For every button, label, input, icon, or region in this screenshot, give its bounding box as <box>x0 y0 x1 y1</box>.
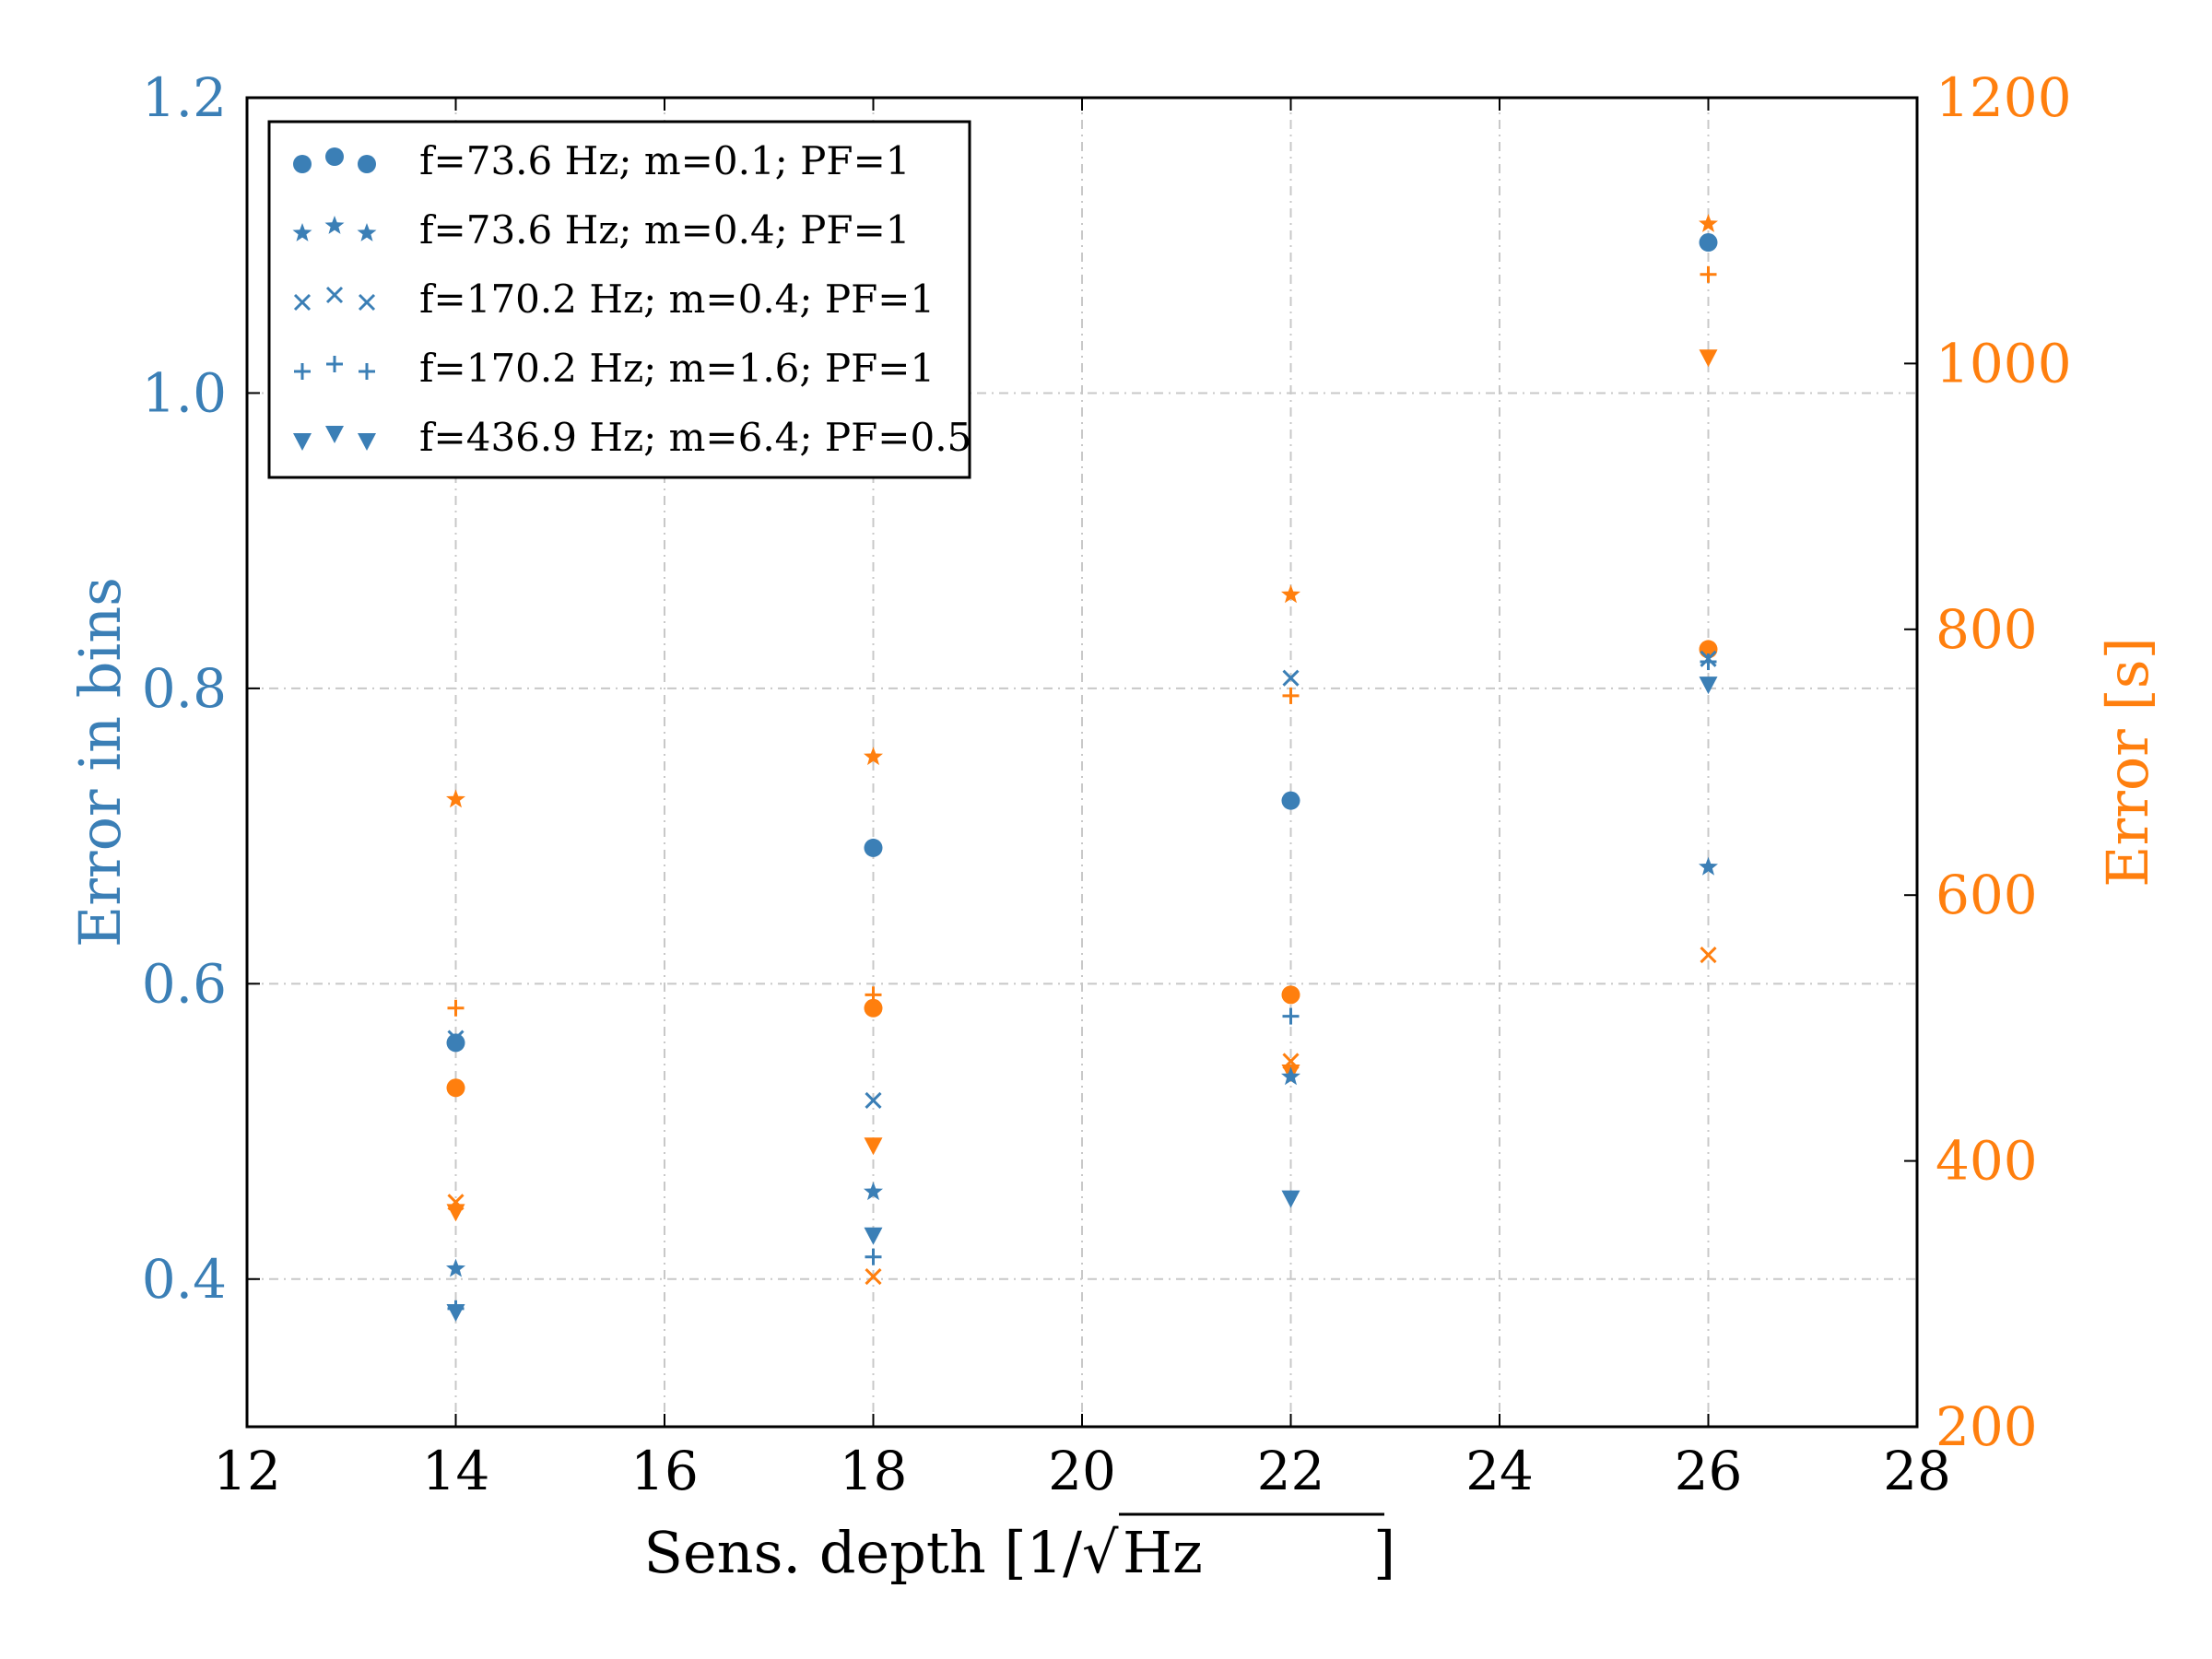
x-axis-label: Sens. depth [1/ <box>644 1519 1083 1586</box>
point-bins-plus <box>865 1248 882 1265</box>
y-left-axis-ticks: 0.4 0.6 0.8 1.0 1.2 <box>142 66 260 1311</box>
point-seconds-x <box>865 1267 882 1286</box>
point-seconds-circle <box>864 998 883 1018</box>
x-axis-label-radicand: Hz <box>1123 1519 1203 1586</box>
point-seconds-plus <box>1700 265 1717 283</box>
point-bins-triangle <box>1699 677 1718 695</box>
x-axis-ticks: 12 14 16 18 20 22 24 26 28 <box>213 98 1951 1502</box>
point-bins-plus <box>1282 1007 1300 1025</box>
point-bins-x <box>1282 669 1300 687</box>
legend-label: f=170.2 Hz; m=1.6; PF=1 <box>419 346 935 391</box>
x-tick-label: 18 <box>840 1440 908 1502</box>
legend-marker-star <box>324 216 345 234</box>
y-right-tick-label: 200 <box>1936 1395 2038 1458</box>
x-tick-label: 28 <box>1883 1440 1951 1502</box>
y-left-tick-label: 1.0 <box>142 361 227 424</box>
legend-marker-x <box>325 286 344 304</box>
point-seconds-star <box>1281 584 1300 604</box>
point-seconds-plus <box>865 986 882 1004</box>
x-tick-label: 16 <box>630 1440 699 1502</box>
point-bins-star <box>446 1258 465 1277</box>
legend-marker-circle <box>293 155 312 173</box>
x-tick-label: 20 <box>1048 1440 1116 1502</box>
legend-label: f=73.6 Hz; m=0.4; PF=1 <box>419 207 911 253</box>
y-right-axis-label: Error [s] <box>2094 637 2161 887</box>
y-right-tick-label: 800 <box>1936 598 2038 661</box>
legend-marker-triangle <box>358 433 376 451</box>
point-seconds-circle <box>446 1078 465 1098</box>
point-bins-x <box>447 1030 465 1047</box>
x-axis-label-radical: √ <box>1082 1519 1119 1586</box>
legend-marker-plus <box>359 363 375 380</box>
point-bins-triangle <box>446 1304 465 1323</box>
point-seconds-triangle <box>446 1204 465 1222</box>
point-bins-star <box>1699 856 1718 876</box>
legend-marker-triangle <box>325 426 344 443</box>
legend-box <box>267 120 971 479</box>
point-bins-x <box>865 1091 882 1109</box>
legend-marker-x <box>358 293 376 312</box>
legend-marker-plus <box>294 363 311 380</box>
y-right-tick-label: 400 <box>1936 1130 2038 1193</box>
point-seconds-star <box>864 747 883 766</box>
y-right-tick-label: 1000 <box>1936 332 2072 394</box>
point-seconds-plus <box>1282 687 1300 704</box>
y-left-tick-label: 0.4 <box>142 1248 227 1311</box>
point-bins-circle <box>864 838 883 857</box>
point-bins-plus <box>1700 653 1717 671</box>
legend: f=73.6 Hz; m=0.1; PF=1 f=73.6 Hz; m=0.4; … <box>267 120 971 479</box>
legend-label: f=73.6 Hz; m=0.1; PF=1 <box>419 138 911 183</box>
point-bins-circle <box>1281 791 1300 810</box>
y-right-tick-label: 1200 <box>1936 66 2072 129</box>
y-left-tick-label: 0.8 <box>142 657 227 720</box>
point-bins-circle <box>1699 233 1718 253</box>
x-axis-label-suffix: ] <box>1373 1519 1395 1586</box>
legend-marker-circle <box>325 147 344 166</box>
point-seconds-triangle <box>1699 349 1718 368</box>
legend-item: f=170.2 Hz; m=1.6; PF=1 <box>294 346 935 391</box>
point-bins-circle <box>446 1033 465 1053</box>
legend-item: f=73.6 Hz; m=0.1; PF=1 <box>293 138 911 183</box>
legend-item: f=73.6 Hz; m=0.4; PF=1 <box>292 207 911 253</box>
legend-label: f=436.9 Hz; m=6.4; PF=0.5 <box>419 415 971 460</box>
y-left-tick-label: 0.6 <box>142 952 227 1015</box>
legend-marker-triangle <box>293 433 312 451</box>
point-bins-triangle <box>1281 1190 1300 1208</box>
point-seconds-star <box>1699 214 1718 232</box>
point-seconds-circle <box>1281 985 1300 1005</box>
point-bins-star <box>864 1182 883 1201</box>
x-tick-label: 22 <box>1257 1440 1325 1502</box>
legend-marker-x <box>293 293 312 312</box>
legend-item: f=436.9 Hz; m=6.4; PF=0.5 <box>293 415 971 460</box>
y-left-axis-label: Error in bins <box>66 577 134 947</box>
legend-item: f=170.2 Hz; m=0.4; PF=1 <box>293 276 935 322</box>
x-tick-label: 26 <box>1675 1440 1743 1502</box>
point-bins-triangle <box>864 1227 883 1245</box>
y-left-tick-label: 1.2 <box>142 66 227 129</box>
legend-label: f=170.2 Hz; m=0.4; PF=1 <box>419 276 935 322</box>
point-seconds-triangle <box>864 1137 883 1156</box>
legend-marker-circle <box>358 155 376 173</box>
x-tick-label: 14 <box>422 1440 490 1502</box>
legend-marker-star <box>357 223 377 241</box>
point-seconds-plus <box>447 999 465 1017</box>
point-seconds-star <box>446 789 465 808</box>
data-points <box>446 214 1718 1323</box>
point-seconds-x <box>1700 947 1717 964</box>
legend-marker-star <box>292 223 312 241</box>
legend-marker-plus <box>326 356 343 372</box>
x-tick-label: 24 <box>1465 1440 1534 1502</box>
x-tick-label: 12 <box>213 1440 281 1502</box>
y-right-axis-ticks: 200 400 600 800 1000 1200 <box>1904 66 2072 1458</box>
y-right-tick-label: 600 <box>1936 864 2038 926</box>
point-bins-star <box>1281 1066 1300 1086</box>
